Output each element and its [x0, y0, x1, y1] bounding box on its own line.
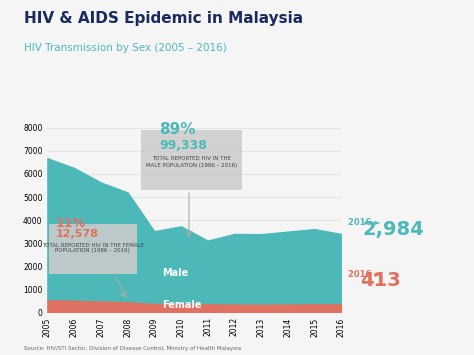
Text: HIV Transmission by Sex (2005 – 2016): HIV Transmission by Sex (2005 – 2016) — [24, 43, 227, 53]
Text: Female: Female — [162, 300, 202, 310]
Text: TOTAL REPORTED HIV IN THE FEMALE: TOTAL REPORTED HIV IN THE FEMALE — [42, 242, 144, 248]
Text: 2016 ►: 2016 ► — [348, 270, 381, 279]
Text: 99,338: 99,338 — [160, 138, 208, 152]
Text: MALE POPULATION (1986 – 2016): MALE POPULATION (1986 – 2016) — [146, 163, 237, 168]
Text: Source: HIV/STI Sector, Division of Disease Control, Ministry of Health Malaysia: Source: HIV/STI Sector, Division of Dise… — [24, 346, 241, 351]
Text: 2016 ►: 2016 ► — [348, 218, 381, 227]
Text: 11%: 11% — [55, 217, 85, 230]
Text: 413: 413 — [360, 271, 401, 290]
Text: 12,578: 12,578 — [55, 229, 98, 239]
Text: Male: Male — [162, 268, 189, 278]
FancyBboxPatch shape — [141, 130, 242, 190]
Text: HIV & AIDS Epidemic in Malaysia: HIV & AIDS Epidemic in Malaysia — [24, 11, 303, 26]
Text: POPULATION (1986 – 2016): POPULATION (1986 – 2016) — [55, 248, 130, 253]
FancyBboxPatch shape — [49, 224, 137, 274]
Text: 89%: 89% — [160, 121, 196, 137]
Text: TOTAL REPORTED HIV IN THE: TOTAL REPORTED HIV IN THE — [152, 156, 231, 161]
Text: 2,984: 2,984 — [363, 220, 424, 239]
